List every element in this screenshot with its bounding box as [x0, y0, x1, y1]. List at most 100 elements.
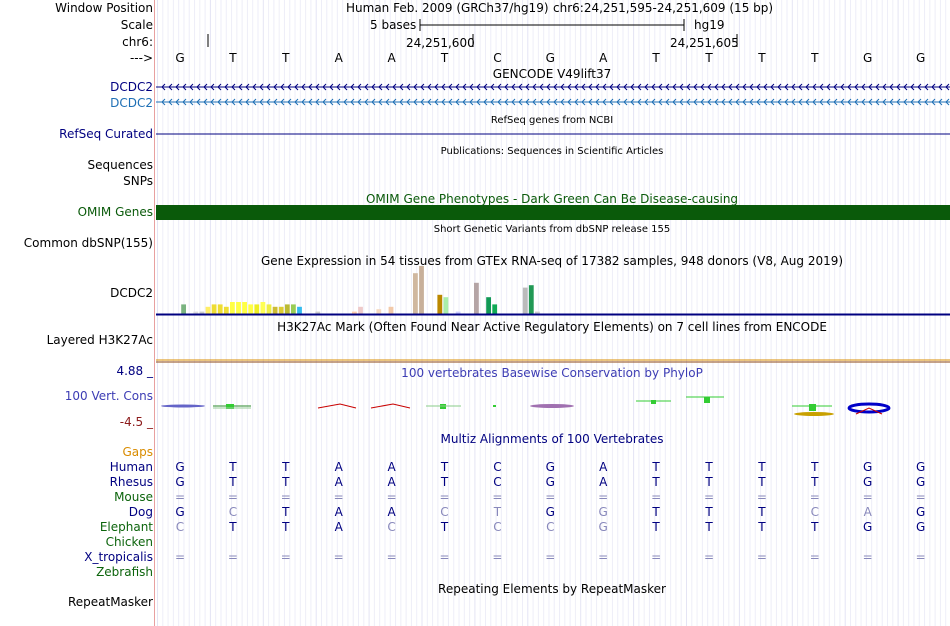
gencode-track-title: GENCODE V49lift37 — [492, 67, 612, 81]
conservation-track-label[interactable]: 100 Vert. Cons — [64, 389, 153, 403]
gtex-bar-15[interactable] — [260, 302, 266, 314]
gtex-bar-24[interactable] — [315, 311, 321, 314]
scale-text: 5 bases — [370, 18, 417, 32]
alignment-base: = — [439, 490, 450, 504]
species-label-mouse[interactable]: Mouse — [114, 490, 153, 504]
gtex-bar-10[interactable] — [230, 302, 235, 314]
species-label-x_tropicalis[interactable]: X_tropicalis — [84, 550, 153, 564]
alignment-base: = — [809, 550, 820, 564]
alignment-base: = — [333, 550, 344, 564]
gtex-track-label[interactable]: DCDC2 — [110, 286, 153, 300]
alignment-base: G — [915, 475, 926, 489]
species-label-zebrafish[interactable]: Zebrafish — [96, 565, 153, 579]
phylop-max-label: 4.88 _ — [116, 364, 153, 378]
assembly-text: Human Feb. 2009 (GRCh37/hg19) — [346, 1, 549, 15]
gtex-bar-12[interactable] — [242, 302, 247, 314]
gaps-label: Gaps — [122, 445, 153, 459]
alignment-base: A — [599, 475, 608, 489]
gtex-bar-6[interactable] — [205, 306, 211, 314]
gtex-bar-36[interactable] — [388, 306, 394, 314]
base-6: C — [493, 51, 502, 65]
gtex-bar-7[interactable] — [211, 304, 217, 314]
gtex-bar-52[interactable] — [486, 297, 491, 314]
gtex-bar-18[interactable] — [278, 306, 284, 314]
omim-track-label[interactable]: OMIM Genes — [77, 205, 153, 219]
gtex-bar-20[interactable] — [291, 304, 296, 314]
alignment-base: C — [493, 520, 502, 534]
gtex-bar-47[interactable] — [455, 311, 461, 314]
repeatmasker-track-label[interactable]: RepeatMasker — [67, 595, 153, 609]
alignment-base: A — [334, 520, 343, 534]
gtex-bar-17[interactable] — [272, 306, 278, 314]
refseq-feature[interactable] — [156, 133, 950, 136]
alignment-base: T — [758, 505, 766, 519]
gencode-track-label[interactable]: DCDC2 — [110, 80, 153, 94]
gtex-bar-50[interactable] — [474, 282, 479, 314]
base-10: T — [705, 51, 713, 65]
alignment-base: = — [651, 490, 662, 504]
alignment-base: = — [756, 490, 767, 504]
species-label-chicken[interactable]: Chicken — [105, 535, 153, 549]
gtex-bar-31[interactable] — [358, 306, 363, 314]
h3k27ac-track-label[interactable]: Layered H3K27Ac — [46, 333, 153, 347]
alignment-base: = — [280, 550, 291, 564]
gtex-bar-9[interactable] — [223, 306, 229, 314]
alignment-base: G — [545, 475, 555, 489]
species-label-human[interactable]: Human — [109, 460, 153, 474]
gtex-bar-2[interactable] — [181, 304, 186, 314]
gtex-bar-58[interactable] — [522, 287, 528, 314]
gtex-bar-14[interactable] — [254, 304, 260, 314]
alignment-base: T — [282, 475, 290, 489]
gtex-bar-16[interactable] — [266, 304, 272, 314]
snps-track-label[interactable]: SNPs — [123, 174, 153, 188]
gtex-bar-40[interactable] — [413, 273, 418, 314]
alignment-base: = — [598, 550, 609, 564]
gtex-bar-chart[interactable] — [156, 266, 950, 318]
species-label-elephant[interactable]: Elephant — [99, 520, 153, 534]
alignment-base: = — [439, 550, 450, 564]
species-label-dog[interactable]: Dog — [128, 505, 153, 519]
alignment-base: = — [492, 550, 503, 564]
gtex-bar-41[interactable] — [419, 266, 424, 314]
alignment-base: T — [493, 505, 502, 519]
alignment-base: A — [334, 460, 343, 474]
gtex-bar-11[interactable] — [236, 302, 241, 314]
alignment-base: = — [809, 490, 820, 504]
gtex-bar-53[interactable] — [492, 304, 498, 314]
omim-feature-bar[interactable] — [156, 205, 950, 220]
gtex-bar-4[interactable] — [193, 311, 199, 314]
alignment-base: A — [387, 460, 396, 474]
base-7: G — [545, 51, 555, 65]
gtex-bar-30[interactable] — [352, 311, 357, 314]
gencode-track-label-2[interactable]: DCDC2 — [110, 96, 153, 110]
gtex-bar-5[interactable] — [199, 311, 205, 314]
alignment-base: = — [545, 490, 556, 504]
base-9: T — [652, 51, 660, 65]
gtex-bar-60[interactable] — [535, 311, 540, 314]
arrow-label: ---> — [129, 51, 153, 65]
species-label-rhesus[interactable]: Rhesus — [109, 475, 153, 489]
publications-track-title: Publications: Sequences in Scientific Ar… — [440, 146, 664, 157]
sequences-track-label[interactable]: Sequences — [87, 158, 153, 172]
h3k27ac-signal[interactable] — [156, 359, 950, 363]
alignment-base: C — [228, 505, 238, 519]
alignment-base: T — [758, 460, 766, 474]
gencode-features[interactable] — [156, 81, 950, 107]
alignment-base: T — [705, 505, 713, 519]
conservation-wiggle[interactable] — [156, 392, 950, 420]
gtex-bar-45[interactable] — [443, 297, 449, 314]
dbsnp-track-label[interactable]: Common dbSNP(155) — [23, 236, 153, 250]
alignment-base: T — [705, 520, 713, 534]
alignment-base: = — [492, 490, 503, 504]
gtex-bar-34[interactable] — [376, 309, 382, 314]
alignment-base: = — [703, 490, 715, 504]
gtex-bar-44[interactable] — [437, 294, 443, 314]
refseq-track-label[interactable]: RefSeq Curated — [59, 127, 153, 141]
h3k27ac-track-title: H3K27Ac Mark (Often Found Near Active Re… — [277, 320, 827, 334]
coord-right: 24,251,605 — [670, 36, 739, 50]
gtex-bar-8[interactable] — [217, 304, 223, 314]
gtex-bar-21[interactable] — [297, 306, 302, 314]
gtex-bar-13[interactable] — [248, 304, 254, 314]
gtex-bar-19[interactable] — [284, 304, 290, 314]
gtex-bar-59[interactable] — [528, 285, 534, 314]
